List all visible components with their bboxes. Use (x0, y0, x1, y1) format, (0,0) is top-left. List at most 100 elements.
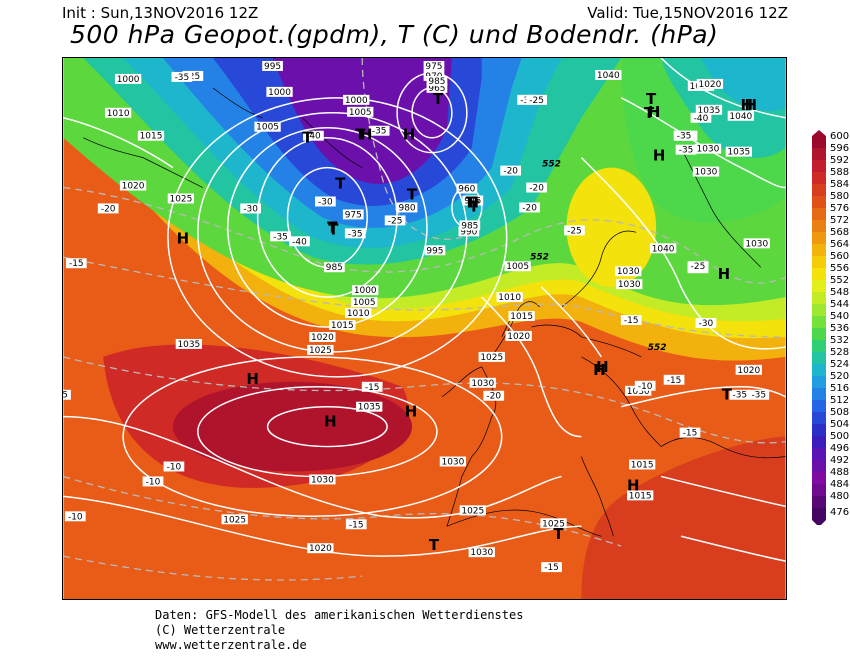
pressure-label-box (735, 364, 762, 375)
temperature-label: -10 (167, 462, 182, 472)
temperature-label-box (384, 215, 406, 226)
temperature-label: -10 (68, 512, 83, 522)
pressure-label-box (696, 78, 724, 89)
pressure-label-box (352, 285, 379, 296)
legend-swatch (812, 436, 826, 448)
low-pressure-marker: T (644, 104, 655, 122)
field-ne-cyan (700, 58, 786, 111)
pressure-label: 1030 (697, 145, 720, 155)
legend-label: 556 (830, 263, 850, 274)
pressure-label-box (478, 351, 505, 362)
footer: Daten: GFS-Modell des amerikanischen Wet… (155, 608, 523, 653)
temperature-label: -35 (733, 391, 748, 401)
pressure-label-box (615, 266, 642, 277)
pressure-label-box (104, 107, 132, 118)
high-pressure-marker: H (745, 96, 758, 114)
legend-label: 484 (830, 479, 850, 490)
legend-swatch (812, 424, 826, 436)
temperature-label: -40 (694, 114, 709, 124)
pressure-label: 1000 (354, 286, 377, 296)
temperature-label-box (289, 236, 310, 247)
pressure-label-box (462, 195, 484, 206)
temperature-label: -35 (273, 232, 288, 242)
legend-label: 520 (830, 371, 850, 382)
pressure-label: 1030 (617, 267, 640, 277)
temperature-label: -10 (146, 477, 161, 487)
temperature-label: -15 (624, 316, 639, 326)
temperature-label: -40 (306, 132, 321, 142)
legend-label: 548 (830, 287, 850, 298)
low-pressure-marker: T (407, 185, 418, 203)
legend-label: 528 (830, 347, 850, 358)
pressure-label: 1025 (480, 353, 503, 363)
legend-arrow-top (812, 130, 826, 136)
pressure-label: 1015 (140, 132, 163, 142)
high-pressure-marker: H (324, 413, 337, 431)
temperature-label-box (315, 196, 336, 207)
temperature-label-box (240, 203, 262, 214)
temperature-label-box (63, 389, 71, 400)
pressure-label: 985 (461, 221, 478, 231)
temperature-label-box (679, 427, 701, 438)
pressure-label-box (119, 180, 147, 191)
low-pressure-marker: T (355, 126, 366, 144)
low-pressure-marker: T (722, 386, 733, 404)
pressure-label-box (743, 238, 770, 249)
temperature-label-box (361, 381, 383, 392)
legend-swatch (812, 472, 826, 484)
pressure-label: 1025 (170, 194, 193, 204)
pressure-label-box (167, 193, 195, 204)
pressure-label-box (307, 543, 334, 554)
legend-swatch (812, 304, 826, 316)
pressure-label: 1035 (177, 340, 200, 350)
pressure-label: 1015 (331, 321, 354, 331)
field-dark-red-core (172, 381, 413, 472)
pressure-label: 965 (428, 84, 445, 94)
pressure-label-box (595, 69, 622, 80)
pressure-label: 1030 (695, 168, 718, 178)
temperature-label: -10 (638, 382, 653, 392)
pressure-label-box (307, 344, 334, 355)
temperature-label-box (663, 374, 685, 385)
legend-swatch (812, 148, 826, 160)
pressure-label: 1025 (223, 515, 246, 525)
legend-label: 512 (830, 395, 850, 406)
pressure-label: 1005 (506, 262, 529, 272)
pressure-label: 1020 (122, 182, 145, 192)
temperature-label: -15 (349, 520, 364, 530)
legend-swatch (812, 172, 826, 184)
pressure-label: 960 (458, 185, 475, 195)
legend-label: 544 (830, 299, 850, 310)
legend-swatch (812, 328, 826, 340)
legend-swatch (812, 376, 826, 388)
high-pressure-marker: H (467, 193, 480, 211)
temperature-label: -35 (751, 391, 766, 401)
legend-swatch (812, 268, 826, 280)
temperature-label-box (690, 112, 712, 123)
pressure-label-box (254, 121, 281, 132)
pressure-label-box (694, 143, 722, 154)
pressure-label: 1005 (353, 298, 376, 308)
temperature-label: -25 (529, 96, 544, 106)
pressure-label: 1030 (471, 379, 494, 389)
temperature-label-box (541, 562, 562, 573)
pressure-label-box (221, 514, 248, 525)
pressure-label: 975 (464, 196, 481, 206)
legend-label: 572 (830, 215, 850, 226)
temperature-label-box (303, 130, 324, 141)
legend-label: 600 (830, 131, 850, 142)
pressure-label-box (504, 261, 531, 272)
temperature-label-box (695, 318, 717, 329)
legend-label: 560 (830, 251, 850, 262)
legend-label: 588 (830, 167, 850, 178)
high-pressure-marker: H (593, 361, 606, 379)
geopotential-label: 552 (542, 160, 561, 170)
temperature-label-box (368, 125, 390, 136)
pressure-label: 1025 (542, 519, 565, 529)
legend-arrow-bottom (812, 520, 826, 525)
pressure-label: 975 (425, 62, 442, 72)
legend-label: 576 (830, 203, 850, 214)
legend-swatch (812, 352, 826, 364)
legend-swatch (812, 280, 826, 292)
pressure-label: 1015 (629, 491, 652, 501)
